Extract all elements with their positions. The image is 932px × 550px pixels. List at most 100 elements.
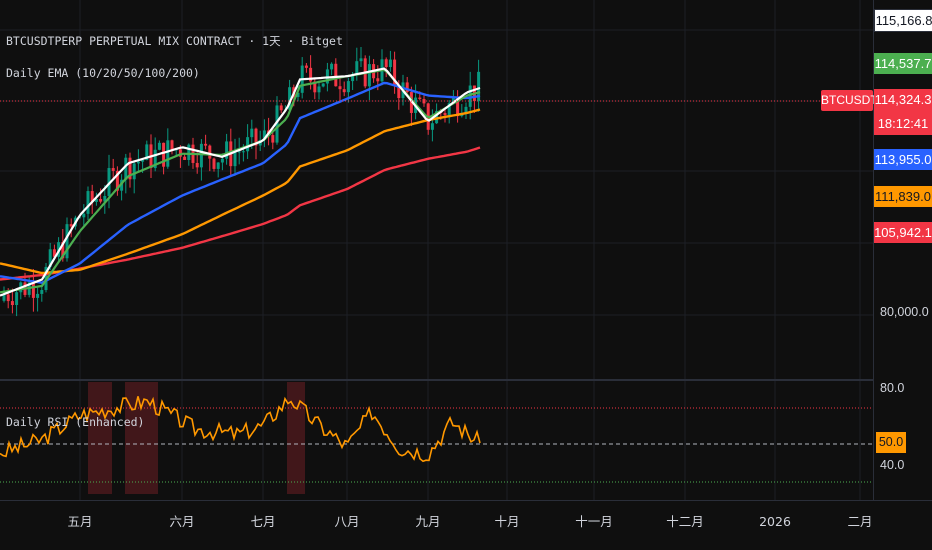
candle (405, 76, 409, 94)
ema20-line (0, 68, 481, 294)
candle (477, 59, 481, 112)
candle (65, 217, 69, 262)
candle-body (40, 290, 44, 294)
candle (460, 104, 464, 118)
candle (321, 83, 325, 88)
candle (246, 124, 250, 160)
candle-body (86, 191, 90, 214)
candle-body (157, 142, 161, 150)
candle (199, 139, 203, 181)
candle-body (355, 61, 359, 76)
rsi-line-group[interactable] (0, 396, 481, 463)
candle-body (262, 130, 266, 140)
candle (111, 158, 115, 179)
overbought-band-0 (88, 382, 112, 494)
candle-body (275, 105, 279, 143)
candle-body (48, 249, 52, 267)
candle-body (220, 158, 224, 163)
candle-body (187, 144, 191, 160)
ema200-line (0, 146, 481, 281)
candle-body (6, 294, 10, 302)
candle (409, 86, 413, 127)
candle (94, 192, 98, 206)
candle (36, 287, 40, 312)
candle (178, 145, 182, 168)
candle (342, 81, 346, 97)
candlesticks[interactable] (2, 46, 481, 317)
candle-body (397, 85, 401, 99)
candle (317, 80, 321, 100)
time-tick-0: 五月 (67, 514, 92, 529)
candle-body (61, 242, 65, 259)
candle (464, 102, 468, 119)
ema10-line (0, 67, 481, 297)
candle-body (199, 143, 203, 168)
time-tick-5: 十月 (494, 514, 519, 529)
candle (338, 75, 342, 102)
price-label-6: 105,942.1 (874, 222, 932, 243)
ema-legend[interactable]: Daily EMA (10/20/50/100/200) (6, 66, 200, 80)
candle-body (388, 59, 392, 68)
candle-body (183, 156, 187, 160)
candle-body (279, 105, 283, 111)
price-label-0: 115,166.8 (874, 9, 932, 32)
candle-body (447, 103, 451, 116)
time-tick-2: 七月 (250, 514, 275, 529)
candle-body (145, 144, 149, 160)
candle (120, 174, 124, 201)
price-label-1: 114,537.7 (874, 53, 932, 74)
candle (300, 57, 304, 99)
candle (157, 140, 161, 151)
candle (233, 138, 237, 176)
candle-body (376, 78, 380, 82)
candle-body (69, 224, 73, 227)
candle (367, 55, 371, 101)
ema-lines[interactable] (0, 67, 481, 297)
candle-body (430, 123, 434, 130)
price-tick-80000: 80,000.0 (880, 305, 929, 319)
candle-body (107, 168, 111, 196)
time-tick-6: 十一月 (575, 514, 613, 529)
rsi-legend[interactable]: Daily RSI (Enhanced) (6, 415, 145, 429)
time-tick-4: 九月 (415, 514, 440, 529)
candle (15, 288, 19, 317)
candle (99, 188, 103, 204)
candle (82, 204, 86, 227)
candle-body (254, 128, 258, 146)
candle-body (317, 86, 321, 93)
candle (212, 157, 216, 172)
candle (86, 186, 90, 221)
candle-body (334, 63, 338, 87)
candle-body (2, 294, 6, 301)
candle-body (153, 149, 157, 169)
time-axis[interactable]: 五月 六月 七月 八月 九月 十月 十一月 十二月 2026 二月 (67, 514, 872, 529)
candle (216, 162, 220, 178)
candle-body (233, 151, 237, 167)
symbol-price-badge: BTCUSDT.P (821, 90, 888, 111)
candle (447, 100, 451, 124)
candle (456, 90, 460, 123)
candle-body (321, 83, 325, 87)
time-tick-9: 二月 (847, 514, 872, 529)
candle-body (65, 224, 69, 259)
candle-body (166, 140, 170, 167)
candle-body (246, 137, 250, 152)
candle-body (241, 151, 245, 153)
candle-body (468, 85, 472, 107)
candle (27, 275, 31, 298)
candle-body (296, 92, 300, 97)
candle (195, 152, 199, 174)
candle-body (384, 59, 388, 68)
price-label-2: 114,324.3 (874, 89, 932, 113)
candle-body (309, 67, 313, 82)
rsi-line (0, 396, 481, 463)
candle-body (338, 86, 342, 90)
rsi-last-value-label: 50.0 (876, 432, 906, 453)
symbol-legend[interactable]: BTCUSDTPERP PERPETUAL MIX CONTRACT · 1天 … (6, 34, 343, 48)
candle (380, 49, 384, 86)
time-tick-8: 2026 (759, 514, 791, 529)
candle-body (464, 106, 468, 113)
candle-body (216, 162, 220, 169)
candle-body (36, 293, 40, 298)
candle (384, 57, 388, 78)
